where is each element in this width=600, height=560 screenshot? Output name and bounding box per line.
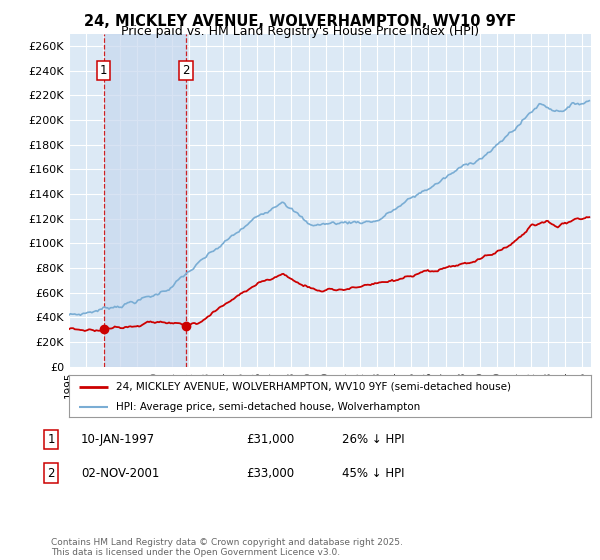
Text: 24, MICKLEY AVENUE, WOLVERHAMPTON, WV10 9YF (semi-detached house): 24, MICKLEY AVENUE, WOLVERHAMPTON, WV10 …	[116, 382, 511, 392]
Bar	[104, 34, 186, 367]
Text: 45% ↓ HPI: 45% ↓ HPI	[342, 466, 404, 480]
Text: 26% ↓ HPI: 26% ↓ HPI	[342, 433, 404, 446]
Text: Price paid vs. HM Land Registry's House Price Index (HPI): Price paid vs. HM Land Registry's House …	[121, 25, 479, 38]
Text: 02-NOV-2001: 02-NOV-2001	[81, 466, 160, 480]
Text: Contains HM Land Registry data © Crown copyright and database right 2025.
This d: Contains HM Land Registry data © Crown c…	[51, 538, 403, 557]
Text: 24, MICKLEY AVENUE, WOLVERHAMPTON, WV10 9YF: 24, MICKLEY AVENUE, WOLVERHAMPTON, WV10 …	[84, 14, 516, 29]
Text: HPI: Average price, semi-detached house, Wolverhampton: HPI: Average price, semi-detached house,…	[116, 402, 420, 412]
Text: 2: 2	[47, 466, 55, 480]
Text: £31,000: £31,000	[246, 433, 294, 446]
Text: 1: 1	[47, 433, 55, 446]
Text: 2: 2	[182, 64, 190, 77]
Text: £33,000: £33,000	[246, 466, 294, 480]
Text: 10-JAN-1997: 10-JAN-1997	[81, 433, 155, 446]
Text: 1: 1	[100, 64, 107, 77]
